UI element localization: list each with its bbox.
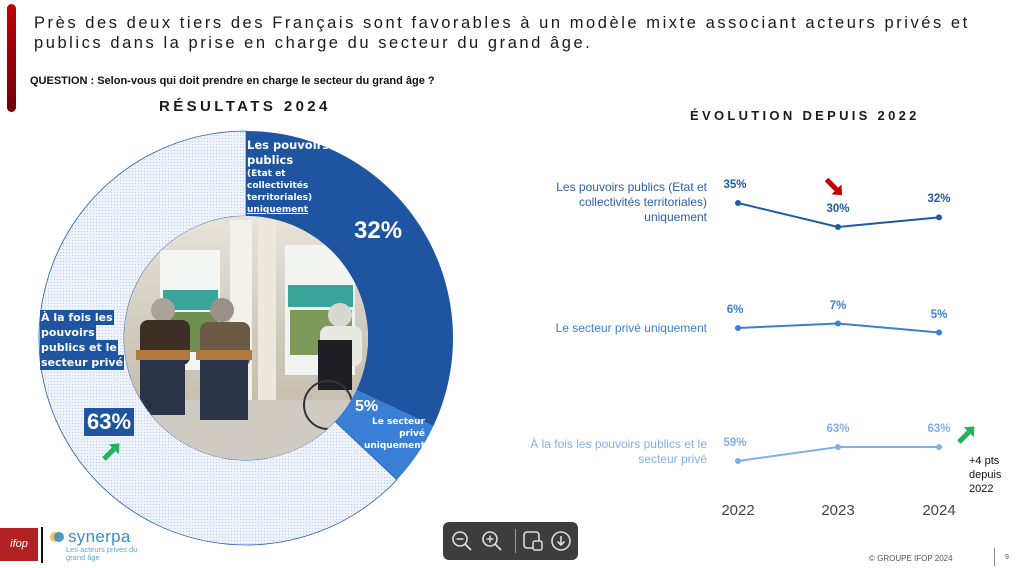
donut-slice-public	[246, 131, 453, 427]
data-point-mixed	[936, 444, 942, 450]
data-label-public: 35%	[723, 179, 747, 191]
pie-label-private-line2: uniquement	[363, 441, 425, 451]
pie-label-mixed-line4: secteur privé	[40, 355, 125, 370]
data-point-public	[936, 214, 942, 221]
logo-divider	[41, 527, 43, 563]
synerpa-name: synerpa	[68, 527, 131, 546]
data-label-mixed: 63%	[927, 423, 951, 435]
nursing-home-photo	[124, 216, 368, 460]
series-label-line: À la fois les pouvoirs publics et le	[530, 437, 707, 451]
data-label-private: 5%	[930, 308, 948, 321]
data-label-mixed: 63%	[826, 423, 850, 435]
pie-label-private: Le secteur privé uniquement	[345, 416, 425, 452]
series-label-public: Les pouvoirs publics (Etat et collectivi…	[527, 180, 707, 225]
pie-label-public: Les pouvoirs publics (Etat et collectivi…	[247, 138, 342, 216]
pie-value-private: 5%	[355, 398, 379, 415]
data-point-private	[835, 320, 841, 327]
data-point-private	[936, 329, 942, 336]
pie-label-mixed-line3: publics et le	[40, 340, 118, 355]
synerpa-tagline: Les acteurs privés du grand âge	[66, 545, 138, 562]
series-label-line: Les pouvoirs publics (Etat et	[556, 180, 707, 194]
annotation-line: +4 pts	[969, 455, 1000, 467]
zoom-out-icon[interactable]	[451, 530, 473, 552]
pie-label-mixed-line2: pouvoirs	[40, 325, 96, 340]
data-label-public: 30%	[826, 203, 850, 215]
x-tick-2023: 2023	[821, 502, 855, 519]
pie-label-public-detail: (Etat et collectivités territoriales)	[247, 169, 313, 203]
data-point-public	[835, 224, 841, 230]
zoom-in-icon[interactable]	[481, 530, 503, 552]
series-label-mixed: À la fois les pouvoirs publics et le sec…	[527, 437, 707, 467]
pie-value-public: 32%	[354, 217, 403, 244]
series-label-private: Le secteur privé uniquement	[527, 321, 707, 336]
arrow-up-icon	[957, 426, 975, 444]
pie-label-public-line1: Les pouvoirs	[247, 138, 330, 152]
section-title-results: RÉSULTATS 2024	[159, 98, 331, 115]
page-number: 9	[1005, 554, 1009, 561]
series-label-line: Le secteur privé uniquement	[555, 321, 707, 335]
donut-slice-private	[334, 389, 434, 480]
pie-label-public-suffix: uniquement	[247, 205, 309, 215]
copyright: © GROUPE IFOP 2024	[869, 554, 953, 563]
page-title: Près des deux tiers des Français sont fa…	[34, 14, 970, 52]
annotation-change: +4 pts depuis 2022	[969, 454, 1001, 496]
download-icon[interactable]	[550, 530, 572, 552]
pie-label-mixed-line1: À la fois les	[40, 310, 114, 325]
pie-label-private-line1: Le secteur privé	[371, 417, 425, 439]
data-label-private: 6%	[726, 304, 744, 316]
data-point-public	[735, 200, 741, 206]
annotation-line: 2022	[969, 483, 994, 495]
footer-divider	[994, 548, 995, 566]
series-label-line: collectivités territoriales)	[578, 195, 707, 209]
data-label-public: 32%	[927, 193, 951, 206]
x-tick-2022: 2022	[721, 502, 755, 519]
data-point-mixed	[835, 444, 841, 450]
accent-bar	[7, 4, 16, 112]
question-text: QUESTION : Selon-vous qui doit prendre e…	[30, 75, 435, 87]
presentation-icon[interactable]	[522, 530, 544, 552]
data-point-private	[735, 325, 741, 331]
data-point-mixed	[735, 458, 741, 464]
section-title-evolution: ÉVOLUTION DEPUIS 2022	[690, 108, 920, 123]
pie-value-mixed: 63%	[84, 408, 135, 436]
pie-label-public-line2: publics	[247, 153, 294, 167]
toolbar-divider	[515, 529, 516, 553]
pie-label-mixed: À la fois les pouvoirs publics et le sec…	[40, 310, 125, 370]
ifop-logo: ifop	[0, 528, 38, 561]
data-label-mixed: 59%	[723, 437, 747, 449]
series-label-line: secteur privé	[638, 452, 707, 466]
series-label-line: uniquement	[644, 210, 707, 224]
viewer-toolbar	[443, 522, 578, 560]
synerpa-mark-icon	[50, 532, 64, 542]
data-label-private: 7%	[829, 299, 847, 312]
arrow-down-icon	[824, 177, 843, 196]
annotation-line: depuis	[969, 469, 1002, 481]
x-tick-2024: 2024	[922, 502, 956, 519]
